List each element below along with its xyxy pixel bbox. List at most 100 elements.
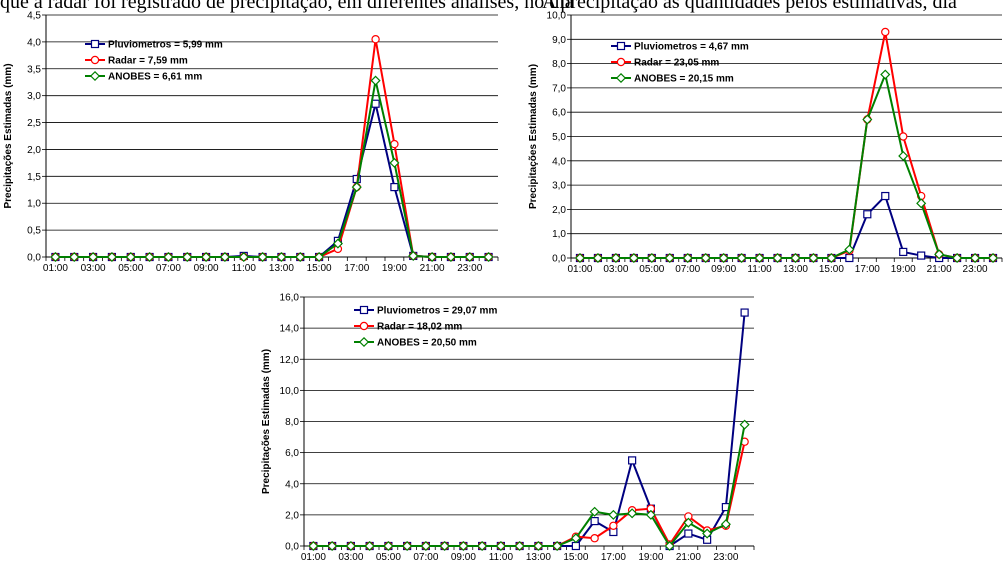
y-tick-label: 6,0 (552, 108, 566, 119)
data-point (402, 540, 413, 552)
legend-marker (90, 55, 100, 65)
y-tick-label: 2,5 (27, 118, 41, 129)
series-line (55, 103, 489, 258)
y-tick-label: 6,0 (285, 448, 299, 459)
legend-marker (359, 305, 369, 315)
data-point (295, 251, 306, 263)
top-caption: que a radar foi registrado de precipitaç… (0, 0, 1003, 13)
y-tick-label: 8,0 (552, 59, 566, 70)
legend-marker (359, 321, 369, 331)
y-tick-label: 5,0 (552, 132, 566, 143)
y-tick-label: 4,5 (27, 11, 41, 22)
x-tick-label: 11:00 (747, 264, 772, 275)
data-point (257, 251, 268, 263)
x-tick-label: 09:00 (194, 263, 219, 274)
data-point (880, 69, 891, 80)
series-3 (50, 75, 494, 263)
data-point (389, 157, 400, 168)
series-1 (309, 308, 749, 551)
series-line (313, 441, 746, 547)
data-point (609, 521, 618, 530)
y-tick-label: 0,5 (27, 226, 41, 237)
data-point (345, 540, 356, 552)
x-tick-label: 17:00 (601, 552, 626, 563)
data-point (610, 252, 621, 264)
x-tick-label: 07:00 (413, 552, 438, 563)
data-point (552, 540, 563, 552)
data-point (351, 182, 362, 193)
legend: Pluviometros = 5,99 mm Radar = 7,59 mm ANO… (85, 40, 223, 83)
data-point (390, 139, 399, 149)
data-point (934, 249, 945, 260)
data-point (826, 252, 837, 264)
y-axis-label: Precipitações Estimadas (mm) (528, 64, 539, 209)
data-point (571, 541, 580, 551)
x-tick-label: 03:00 (81, 263, 106, 274)
data-point (427, 251, 438, 263)
x-tick-label: 07:00 (156, 263, 181, 274)
data-point (445, 251, 456, 263)
data-point (182, 251, 193, 263)
y-axis-label: Precipitações Estimadas (mm) (3, 63, 14, 208)
y-tick-label: 1,5 (27, 172, 41, 183)
data-point (364, 540, 375, 552)
data-point (898, 150, 909, 161)
y-tick-label: 0,0 (552, 254, 566, 265)
data-point (917, 251, 926, 260)
data-point (862, 114, 873, 125)
data-point (682, 252, 693, 264)
series-line (55, 80, 489, 258)
legend-marker (615, 72, 627, 84)
data-point (845, 253, 854, 263)
legend-entry: ANOBES = 6,61 mm (108, 72, 202, 83)
data-point (739, 419, 750, 430)
legend-entry: Radar = 7,59 mm (108, 56, 188, 67)
data-point (276, 251, 287, 263)
y-tick-label: 2,0 (285, 510, 299, 521)
data-point (390, 182, 399, 192)
x-tick-label: 07:00 (675, 264, 700, 275)
data-point (125, 251, 136, 263)
data-point (702, 528, 713, 539)
x-tick-label: 09:00 (451, 552, 476, 563)
data-point (790, 252, 801, 264)
legend: Pluviometros = 4,67 mm Radar = 23,05 mm AN… (611, 42, 749, 85)
data-point (408, 250, 419, 261)
data-point (219, 251, 230, 263)
x-tick-label: 11:00 (232, 263, 257, 274)
y-tick-label: 7,0 (552, 83, 566, 94)
data-point (50, 251, 61, 263)
data-point (863, 210, 872, 219)
data-point (664, 252, 675, 264)
x-tick-label: 01:00 (301, 552, 326, 563)
data-point (514, 540, 525, 552)
data-point (88, 251, 99, 263)
data-point (772, 252, 783, 264)
x-tick-label: 15:00 (819, 264, 844, 275)
y-tick-label: 14,0 (280, 324, 300, 335)
data-point (899, 132, 908, 141)
x-tick-label: 09:00 (711, 264, 736, 275)
data-point (592, 252, 603, 264)
series-3 (308, 419, 750, 552)
data-point (201, 251, 212, 263)
data-point (370, 75, 381, 86)
data-point (464, 251, 475, 263)
data-point (899, 247, 908, 257)
data-point (327, 540, 338, 552)
x-tick-label: 17:00 (344, 263, 369, 274)
x-tick-label: 23:00 (457, 263, 482, 274)
legend-marker (90, 39, 100, 49)
data-point (736, 252, 747, 264)
data-point (590, 517, 599, 526)
data-point (458, 540, 469, 552)
y-tick-label: 0,0 (27, 253, 41, 264)
x-tick-label: 01:00 (43, 263, 68, 274)
data-point (144, 251, 155, 263)
data-point (987, 252, 999, 264)
data-point (608, 509, 619, 520)
y-tick-label: 4,0 (285, 479, 299, 490)
y-axis-label: Precipitações Estimadas (mm) (261, 349, 272, 494)
data-point (420, 540, 431, 552)
x-tick-label: 05:00 (376, 552, 401, 563)
